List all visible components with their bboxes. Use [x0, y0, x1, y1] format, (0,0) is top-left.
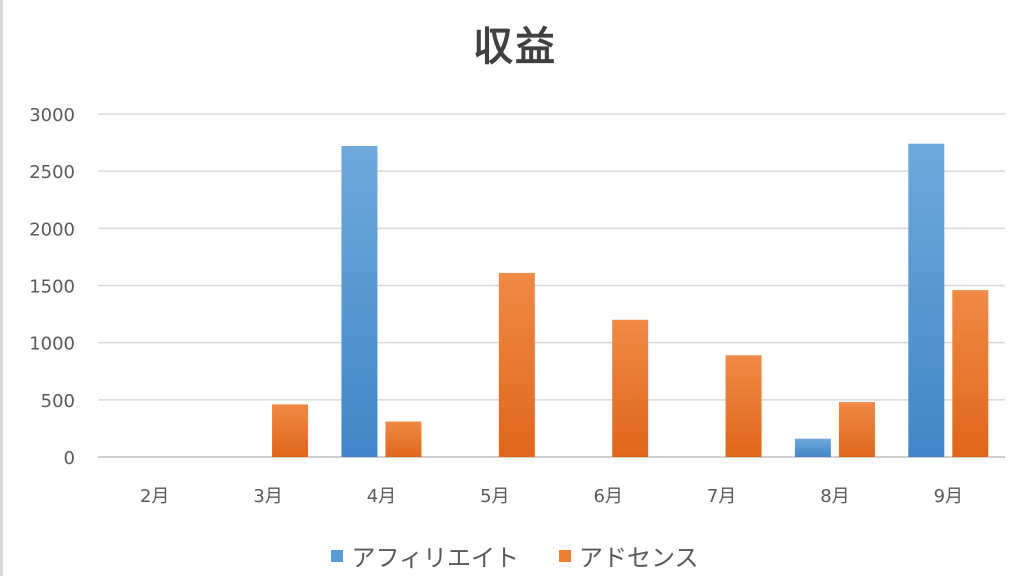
bar-adsense — [385, 421, 422, 457]
legend-item-affiliate[interactable]: アフィリエイト — [331, 538, 519, 573]
x-tick-label: 2月 — [140, 486, 169, 507]
chart-title: 収益 — [473, 24, 557, 70]
x-tick-label: 5月 — [480, 486, 509, 507]
bar-adsense — [838, 402, 875, 457]
legend-swatch-adsense — [559, 549, 571, 562]
y-tick-label: 1000 — [29, 334, 75, 355]
x-tick-label: 9月 — [934, 486, 963, 507]
legend-swatch-affiliate — [331, 549, 344, 562]
bar-adsense — [272, 404, 309, 457]
x-tick-label: 6月 — [593, 486, 622, 507]
bar-adsense — [725, 355, 762, 457]
gridlines — [98, 113, 1005, 458]
y-tick-label: 2500 — [29, 162, 75, 183]
y-tick-label: 0 — [64, 448, 75, 469]
legend-label-adsense: アドセンス — [579, 544, 699, 572]
bar-affiliate — [908, 143, 945, 457]
bar-affiliate — [341, 146, 378, 457]
y-tick-label: 2000 — [29, 219, 75, 240]
bar-adsense — [952, 290, 989, 457]
legend-label-affiliate: アフィリエイト — [351, 544, 519, 572]
legend-item-adsense[interactable]: アドセンス — [559, 538, 699, 573]
chart-plot: 0 500 1000 1500 2000 2500 3000 2月 3月 4月 5月 6月 7月 8月 9… — [29, 105, 1005, 507]
x-axis-ticks: 2月 3月 4月 5月 6月 7月 8月 9月 — [140, 486, 963, 507]
legend: アフィリエイト アドセンス — [3, 538, 1024, 573]
y-tick-label: 1500 — [29, 277, 75, 298]
bar-affiliate — [794, 438, 831, 457]
y-tick-label: 500 — [41, 391, 75, 412]
x-tick-label: 4月 — [367, 486, 396, 507]
y-tick-label: 3000 — [29, 105, 75, 126]
x-tick-label: 8月 — [820, 486, 849, 507]
bars — [272, 143, 989, 457]
x-tick-label: 3月 — [253, 486, 282, 507]
bar-adsense — [612, 319, 649, 457]
bar-adsense — [498, 272, 535, 457]
x-tick-label: 7月 — [707, 486, 736, 507]
y-axis-ticks: 0 500 1000 1500 2000 2500 3000 — [29, 105, 75, 469]
